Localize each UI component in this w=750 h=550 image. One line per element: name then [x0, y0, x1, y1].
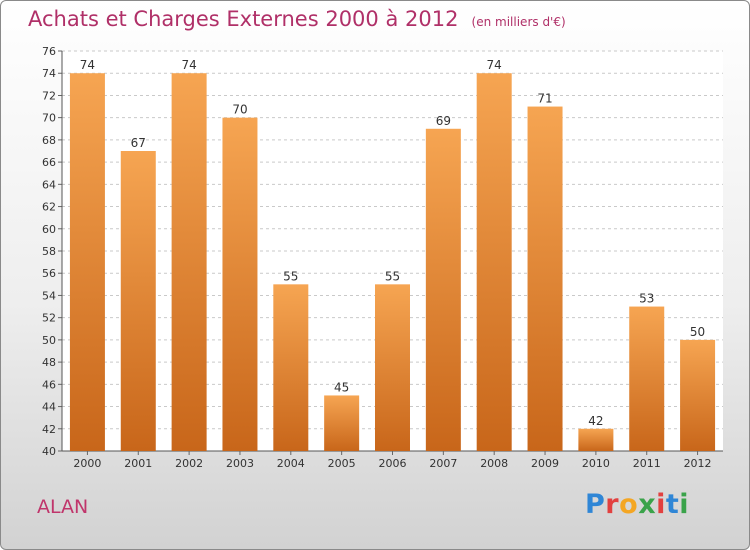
y-tick-label: 74 [42, 67, 56, 80]
y-tick-label: 76 [42, 45, 56, 58]
data-label: 71 [537, 92, 552, 106]
logo-letter: o [619, 489, 639, 520]
logo-letter: x [638, 489, 657, 520]
y-tick-label: 50 [42, 334, 56, 347]
data-label: 50 [690, 325, 705, 339]
data-label: 55 [283, 269, 298, 283]
logo-letter: r [605, 489, 620, 520]
data-label: 45 [334, 380, 349, 394]
y-tick-label: 42 [42, 423, 56, 436]
data-label: 69 [436, 114, 451, 128]
logo-letter: i [679, 489, 690, 520]
x-tick-label: 2004 [277, 457, 305, 470]
title-row: Achats et Charges Externes 2000 à 2012 (… [28, 7, 566, 31]
data-label: 70 [232, 103, 247, 117]
logo-letter: i [656, 489, 666, 520]
bar[interactable] [171, 73, 207, 451]
y-tick-label: 56 [42, 267, 56, 280]
x-tick-label: 2005 [328, 457, 356, 470]
label-layer: 40 42 44 46 48 50 52 54 56 58 60 62 64 66 68 70 72 74 76 74… [42, 45, 712, 470]
chart-subtitle: (en milliers d'€) [471, 15, 566, 29]
logo-letter: t [665, 489, 680, 520]
y-tick-label: 40 [42, 445, 56, 458]
x-tick-label: 2010 [582, 457, 610, 470]
bar[interactable] [375, 284, 410, 451]
y-tick-label: 46 [42, 378, 56, 391]
data-label: 74 [487, 58, 502, 72]
x-tick-label: 2011 [633, 457, 661, 470]
bar[interactable] [273, 284, 309, 451]
bar[interactable] [120, 151, 156, 451]
y-tick-label: 64 [42, 178, 56, 191]
bar[interactable] [69, 73, 105, 451]
y-tick-label: 52 [42, 312, 56, 325]
bar[interactable] [578, 428, 614, 451]
logo-letter: P [585, 489, 606, 520]
y-tick-label: 68 [42, 134, 56, 147]
chart-title: Achats et Charges Externes 2000 à 2012 [28, 7, 459, 31]
x-tick-label: 2002 [175, 457, 203, 470]
bar[interactable] [527, 106, 563, 452]
bar[interactable] [476, 73, 512, 451]
data-label: 67 [131, 136, 146, 150]
bar[interactable] [629, 306, 665, 451]
data-label: 42 [588, 414, 603, 428]
data-label: 74 [80, 58, 95, 72]
y-tick-label: 58 [42, 245, 56, 258]
x-tick-label: 2003 [226, 457, 254, 470]
bar[interactable] [680, 339, 716, 451]
bar-layer [69, 73, 716, 452]
x-tick-label: 2008 [480, 457, 508, 470]
x-tick-label: 2006 [379, 457, 407, 470]
data-label: 74 [181, 58, 196, 72]
y-tick-label: 48 [42, 356, 56, 369]
y-tick-label: 60 [42, 223, 56, 236]
y-tick-label: 62 [42, 201, 56, 214]
proxiti-logo[interactable]: Proxiti [585, 489, 689, 520]
x-tick-label: 2012 [684, 457, 712, 470]
y-tick-label: 54 [42, 289, 56, 302]
x-tick-label: 2007 [429, 457, 457, 470]
commune-name: ALAN [37, 496, 89, 518]
x-tick-label: 2000 [73, 457, 101, 470]
x-tick-label: 2009 [531, 457, 559, 470]
y-tick-label: 44 [42, 401, 56, 414]
x-tick-label: 2001 [124, 457, 152, 470]
bar[interactable] [425, 128, 461, 451]
data-label: 53 [639, 292, 654, 306]
bar[interactable] [222, 117, 258, 452]
bar[interactable] [324, 395, 360, 451]
data-label: 55 [385, 269, 400, 283]
y-tick-label: 66 [42, 156, 56, 169]
y-tick-label: 70 [42, 112, 56, 125]
y-tick-label: 72 [42, 89, 56, 102]
